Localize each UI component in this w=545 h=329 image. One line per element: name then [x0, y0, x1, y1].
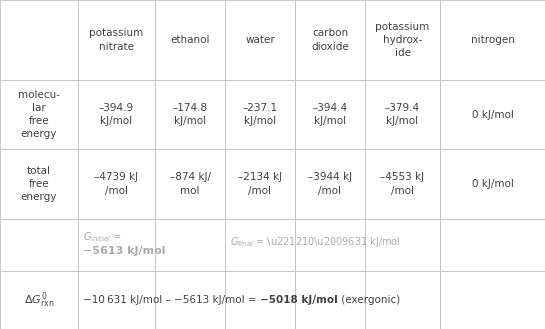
Text: –174.8
kJ/mol: –174.8 kJ/mol	[172, 103, 208, 126]
Bar	[440, 219, 545, 271]
Bar	[78, 80, 155, 149]
Bar	[225, 80, 295, 149]
Bar	[155, 219, 225, 271]
Bar	[295, 80, 365, 149]
Text: total
free
energy: total free energy	[21, 166, 57, 202]
Text: –394.4
kJ/mol: –394.4 kJ/mol	[312, 103, 348, 126]
Text: $G_{\rm initial}$ =: $G_{\rm initial}$ =	[83, 230, 122, 244]
Bar	[78, 271, 155, 329]
Text: potassium
nitrate: potassium nitrate	[89, 28, 144, 52]
Bar	[0, 80, 78, 149]
Bar	[440, 271, 545, 329]
Text: −10 631 kJ/mol – −5613 kJ/mol =: −10 631 kJ/mol – −5613 kJ/mol =	[83, 295, 260, 305]
Bar	[225, 271, 295, 329]
Text: –237.1
kJ/mol: –237.1 kJ/mol	[243, 103, 277, 126]
Bar	[155, 80, 225, 149]
Text: nitrogen: nitrogen	[470, 35, 514, 45]
Text: water: water	[245, 35, 275, 45]
Bar	[78, 0, 155, 80]
Bar	[0, 219, 78, 271]
Text: −5018 kJ/mol: −5018 kJ/mol	[260, 295, 337, 305]
Bar	[295, 149, 365, 219]
Bar	[155, 149, 225, 219]
Bar	[365, 149, 440, 219]
Text: 0 kJ/mol: 0 kJ/mol	[471, 179, 513, 189]
Text: molecu-
lar
free
energy: molecu- lar free energy	[18, 90, 60, 139]
Text: potassium
hydrox-
ide: potassium hydrox- ide	[376, 22, 429, 58]
Bar	[295, 271, 365, 329]
Bar	[365, 219, 440, 271]
Text: carbon
dioxide: carbon dioxide	[311, 28, 349, 52]
Bar	[78, 219, 155, 271]
Text: ethanol: ethanol	[170, 35, 210, 45]
Bar	[440, 80, 545, 149]
Bar	[155, 271, 225, 329]
Bar	[78, 149, 155, 219]
Bar	[365, 80, 440, 149]
Text: –4553 kJ
/mol: –4553 kJ /mol	[380, 172, 425, 196]
Text: –394.9
kJ/mol: –394.9 kJ/mol	[99, 103, 134, 126]
Bar	[440, 149, 545, 219]
Text: 0 kJ/mol: 0 kJ/mol	[471, 110, 513, 119]
Text: −5613 kJ/mol: −5613 kJ/mol	[83, 246, 166, 256]
Bar	[0, 149, 78, 219]
Text: –379.4
kJ/mol: –379.4 kJ/mol	[385, 103, 420, 126]
Text: –3944 kJ
/mol: –3944 kJ /mol	[308, 172, 352, 196]
Text: (exergonic): (exergonic)	[337, 295, 400, 305]
Bar	[155, 0, 225, 80]
Bar	[0, 0, 78, 80]
Text: $\Delta G^{0}_{\rm rxn}$: $\Delta G^{0}_{\rm rxn}$	[24, 290, 54, 310]
Bar	[440, 0, 545, 80]
Bar	[295, 0, 365, 80]
Text: –874 kJ/
mol: –874 kJ/ mol	[169, 172, 210, 196]
Text: –4739 kJ
/mol: –4739 kJ /mol	[94, 172, 138, 196]
Bar	[295, 219, 365, 271]
Bar	[0, 271, 78, 329]
Text: –2134 kJ
/mol: –2134 kJ /mol	[238, 172, 282, 196]
Bar	[365, 271, 440, 329]
Bar	[225, 149, 295, 219]
Text: $G_{\rm final}$ = \u221210\u2009631 kJ/mol: $G_{\rm final}$ = \u221210\u2009631 kJ/m…	[230, 236, 401, 249]
Bar	[225, 0, 295, 80]
Bar	[225, 219, 295, 271]
Bar	[365, 0, 440, 80]
